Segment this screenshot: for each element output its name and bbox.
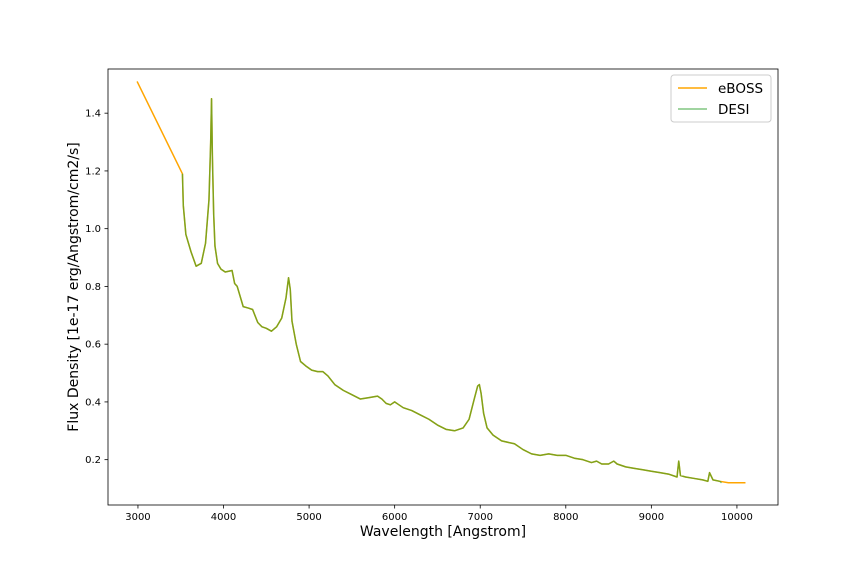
x-axis-label: Wavelength [Angstrom] bbox=[360, 524, 526, 540]
plot-lines bbox=[136, 81, 746, 484]
legend-box bbox=[670, 74, 772, 123]
y-axis-label: Flux Density [1e-17 erg/Angstrom/cm2/s] bbox=[66, 142, 82, 431]
series-line-desi bbox=[181, 97, 723, 484]
x-tick-label: 8000 bbox=[553, 512, 578, 523]
x-axis-ticks: 3000 4000 5000 6000 7000 8000 9000 10000 bbox=[125, 505, 753, 523]
x-tick-label: 6000 bbox=[382, 512, 407, 523]
x-tick-label: 7000 bbox=[467, 512, 492, 523]
y-tick-label: 1.0 bbox=[85, 224, 101, 235]
legend-label-desi: DESI bbox=[718, 102, 749, 118]
legend: eBOSS DESI bbox=[670, 74, 772, 123]
y-tick-label: 0.2 bbox=[85, 455, 101, 466]
plot-area-frame bbox=[107, 68, 779, 506]
y-tick-label: 1.4 bbox=[85, 109, 101, 120]
x-tick-label: 10000 bbox=[721, 512, 753, 523]
x-tick-label: 4000 bbox=[211, 512, 236, 523]
y-tick-label: 1.2 bbox=[85, 166, 101, 177]
y-tick-label: 0.4 bbox=[85, 397, 101, 408]
x-tick-label: 3000 bbox=[125, 512, 150, 523]
y-tick-label: 0.8 bbox=[85, 282, 101, 293]
y-tick-label: 0.6 bbox=[85, 340, 101, 351]
y-axis-ticks: 0.2 0.4 0.6 0.8 1.0 1.2 1.4 bbox=[85, 109, 108, 466]
legend-label-eboss: eBOSS bbox=[718, 81, 763, 97]
x-tick-label: 5000 bbox=[296, 512, 321, 523]
x-tick-label: 9000 bbox=[639, 512, 664, 523]
